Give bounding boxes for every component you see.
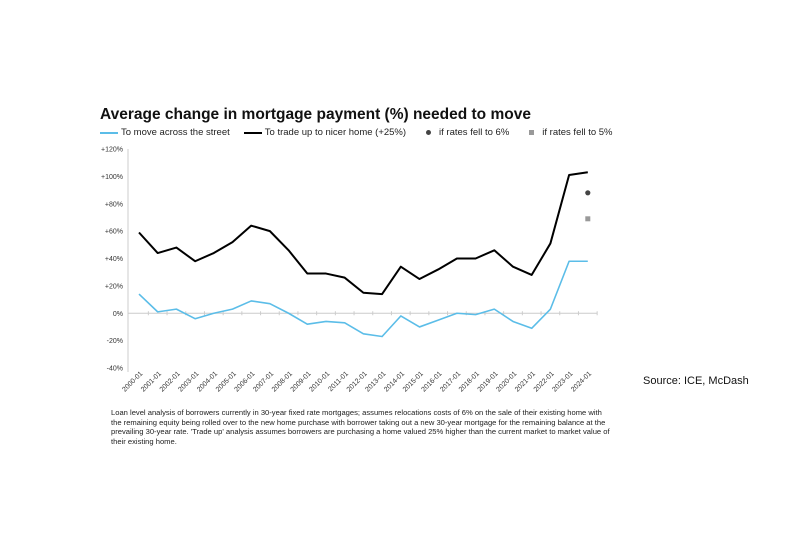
y-tick-label: 0% <box>113 311 123 318</box>
legend-label: To trade up to nicer home (+25%) <box>264 127 407 138</box>
y-tick-label: +60% <box>105 229 123 236</box>
y-tick-label: +40% <box>105 256 123 263</box>
legend-item-across-street: To move across the street <box>100 127 230 138</box>
legend-item-6pct: if rates fell to 6% <box>426 127 509 138</box>
y-tick-label: -20% <box>107 338 123 345</box>
legend-label: if rates fell to 5% <box>542 127 613 138</box>
x-tick-label: 2024-01 <box>570 370 593 393</box>
legend-label: To move across the street <box>121 127 230 138</box>
legend-item-trade-up: To trade up to nicer home (+25%) <box>243 127 407 138</box>
circle-marker-icon <box>426 130 432 135</box>
point-rates-6pct <box>585 190 591 196</box>
point-rates-5pct <box>585 216 591 222</box>
y-tick-label: +20% <box>105 283 123 290</box>
series-line-across-street <box>138 260 588 338</box>
legend-line-swatch <box>243 131 262 134</box>
y-tick-label: -40% <box>107 366 123 373</box>
y-tick-label: +100% <box>101 174 123 181</box>
series-line-trade-up <box>138 171 588 296</box>
square-marker-icon <box>529 130 535 135</box>
legend-line-swatch <box>100 131 118 134</box>
y-tick-label: +120% <box>101 147 123 154</box>
source-label: Source: ICE, McDash <box>643 375 749 387</box>
y-tick-label: +80% <box>105 201 123 208</box>
legend-item-5pct: if rates fell to 5% <box>529 127 613 138</box>
chart-title: Average change in mortgage payment (%) n… <box>100 106 531 123</box>
legend-label: if rates fell to 6% <box>439 127 510 138</box>
legend: To move across the street To trade up to… <box>100 127 627 138</box>
footnote: Loan level analysis of borrowers current… <box>111 408 610 446</box>
